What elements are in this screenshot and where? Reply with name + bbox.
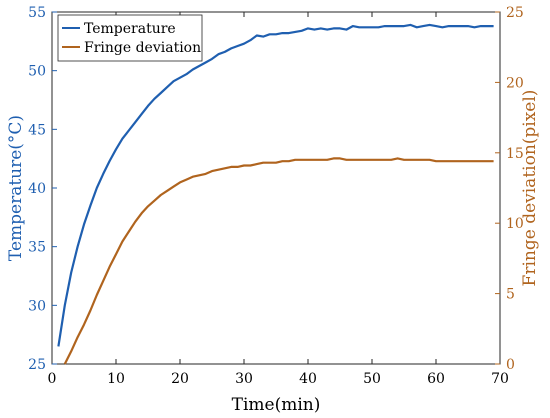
x-tick-label: 0 <box>48 371 57 387</box>
right-y-axis-title: Fringe deviation(pixel) <box>520 90 540 287</box>
x-axis-ticks: 0 10 20 30 40 50 60 70 <box>48 12 509 387</box>
right-y-tick-label: 20 <box>506 75 524 91</box>
x-tick-label: 20 <box>171 371 189 387</box>
plot-area <box>51 11 501 365</box>
series-line-temperature <box>57 23 494 347</box>
left-y-axis-title: Temperature(°C) <box>6 115 26 261</box>
right-y-tick-label: 15 <box>506 146 524 162</box>
legend-box <box>57 14 203 62</box>
legend-label-fringe-deviation: Fringe deviation <box>84 40 201 56</box>
left-y-tick-label: 25 <box>28 357 46 373</box>
right-y-axis-ticks: 0 5 10 15 20 25 <box>495 5 524 373</box>
x-tick-label: 70 <box>491 371 509 387</box>
x-axis-title: Time(min) <box>232 395 321 415</box>
x-tick-label: 50 <box>363 371 381 387</box>
left-y-tick-label: 45 <box>28 122 46 138</box>
left-y-tick-label: 40 <box>28 181 46 197</box>
left-y-tick-label: 35 <box>28 240 46 256</box>
right-y-tick-label: 5 <box>506 287 515 303</box>
left-y-tick-label: 55 <box>28 5 46 21</box>
left-y-tick-label: 30 <box>28 298 46 314</box>
x-tick-label: 40 <box>299 371 317 387</box>
x-tick-label: 10 <box>107 371 125 387</box>
right-y-tick-label: 0 <box>506 357 515 373</box>
right-y-tick-label: 10 <box>506 216 524 232</box>
right-y-tick-label: 25 <box>506 5 524 21</box>
x-tick-label: 60 <box>427 371 445 387</box>
left-y-tick-label: 50 <box>28 64 46 80</box>
left-y-axis-ticks: 25 30 35 40 45 50 55 <box>28 5 57 373</box>
x-tick-label: 30 <box>235 371 253 387</box>
series-lines <box>57 23 494 365</box>
legend: Temperature Fringe deviation <box>57 14 203 62</box>
legend-label-temperature: Temperature <box>84 21 176 37</box>
series-line-fringe-deviation <box>63 157 494 365</box>
